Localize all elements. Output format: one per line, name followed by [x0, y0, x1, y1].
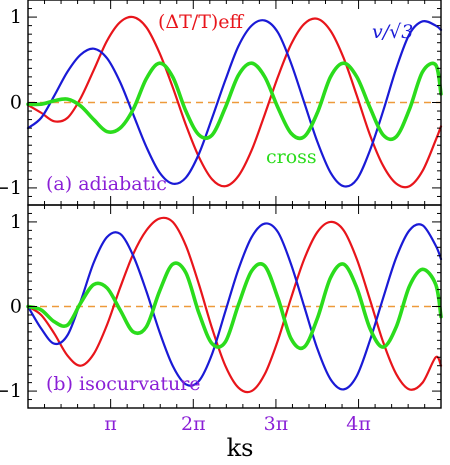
panel-label-adiabatic: (a) adiabatic: [46, 173, 167, 195]
annotation-velocity: v/√3: [372, 21, 413, 43]
y-tick-label: 0: [10, 296, 22, 318]
x-axis-label: ks: [227, 434, 254, 462]
series-line-cross: [26, 61, 443, 142]
y-tick-label: 1: [10, 6, 22, 28]
y-tick-label: 1: [10, 211, 22, 233]
annotation-cross: cross: [266, 146, 317, 168]
x-tick-label: 3π: [264, 413, 289, 435]
panel-label-isocurvature: (b) isocurvature: [46, 373, 201, 395]
y-tick-label: 0: [10, 92, 22, 114]
series-line-cross: [26, 261, 443, 351]
annotation-temperature: (ΔT/T)eff: [158, 11, 245, 33]
y-tick-label: −1: [0, 177, 22, 199]
y-tick-label: −1: [0, 380, 22, 402]
x-tick-label: 2π: [181, 413, 206, 435]
x-tick-label: 4π: [346, 413, 371, 435]
panel-isocurvature: −1 0 1 π 2π 3π 4π: [0, 204, 443, 435]
x-tick-label: π: [104, 413, 117, 435]
series-line-temperature: [26, 15, 443, 189]
series-line-velocity: [26, 19, 443, 188]
series-line-velocity: [26, 222, 443, 391]
series-line-temperature: [26, 216, 443, 394]
